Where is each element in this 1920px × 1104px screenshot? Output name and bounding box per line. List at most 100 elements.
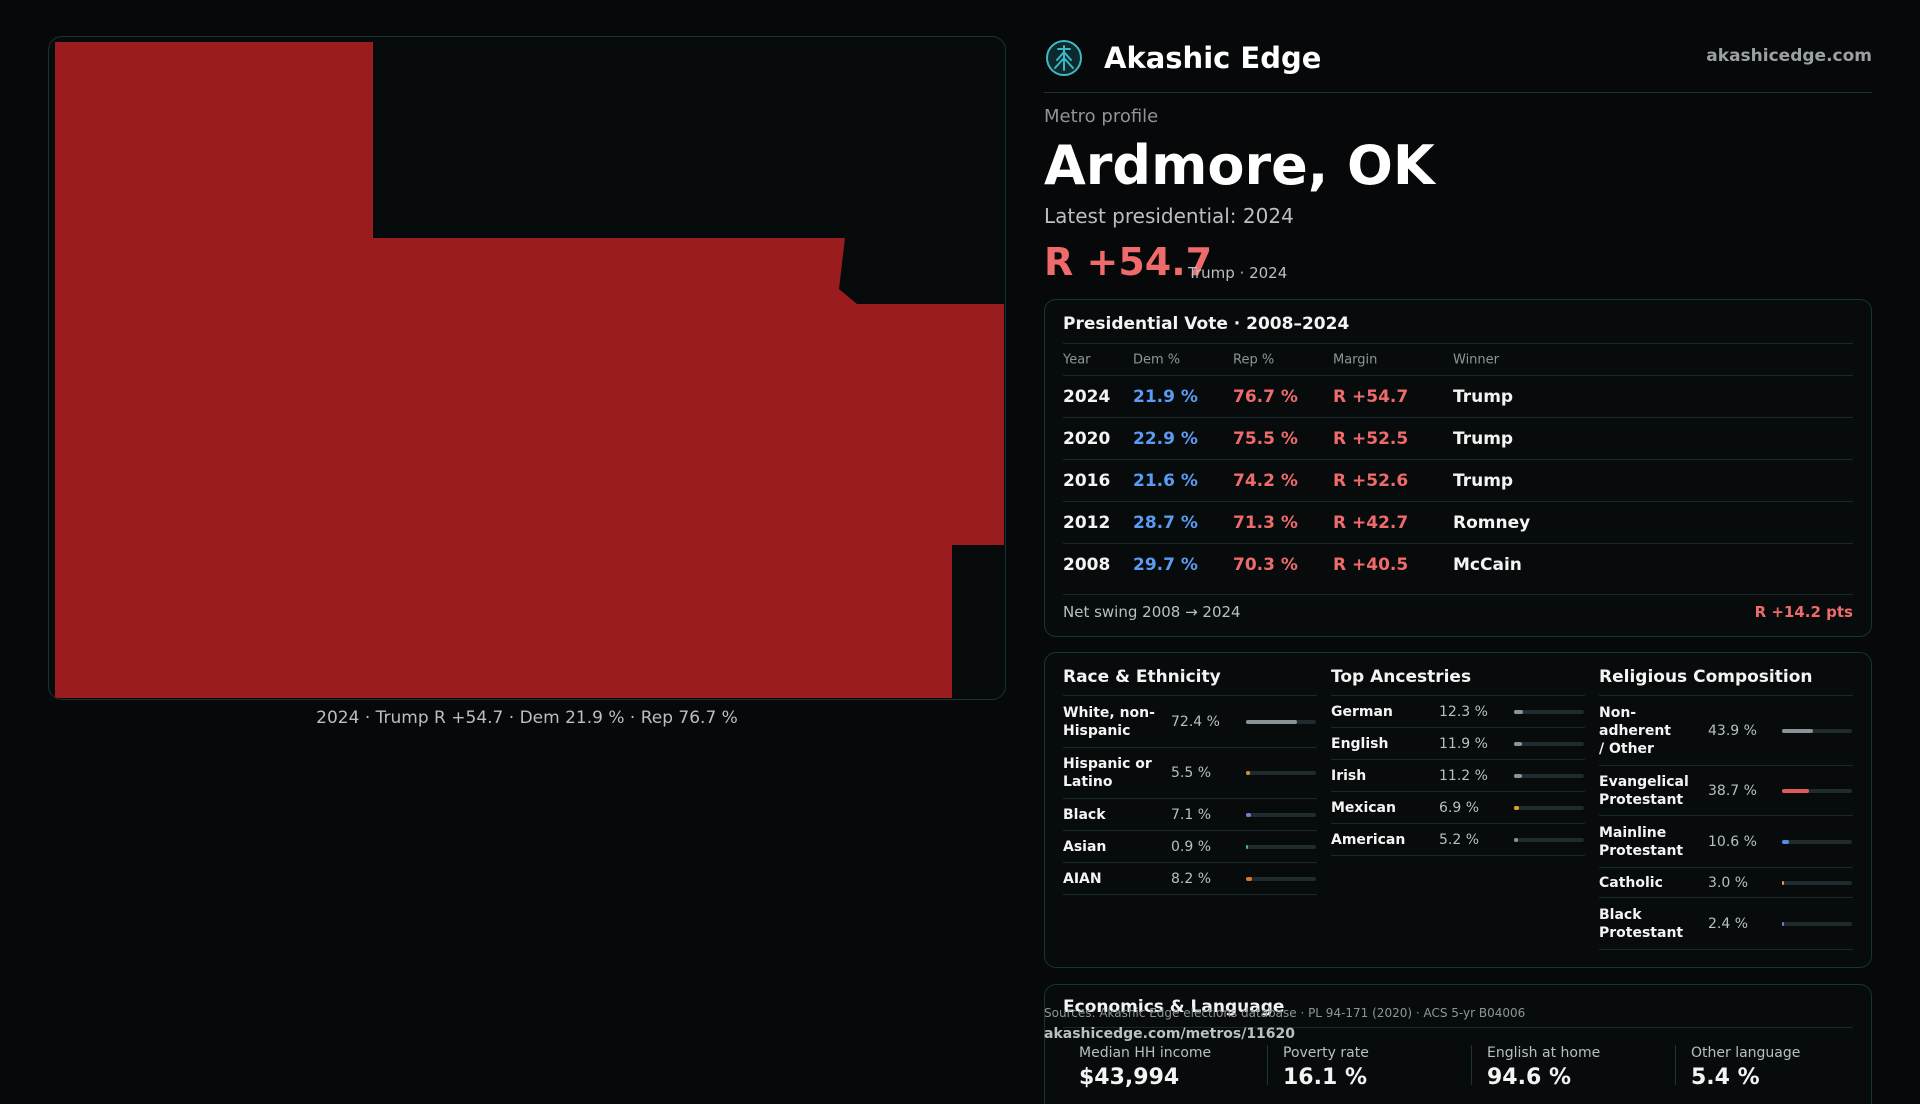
item-label: Black — [1063, 806, 1106, 823]
row-margin: R +40.5 — [1333, 554, 1409, 575]
site-link[interactable]: akashicedge.com — [1706, 46, 1872, 66]
stat-divider — [1267, 1045, 1268, 1085]
stat-value: $43,994 — [1079, 1065, 1180, 1090]
sources-note: Sources: Akashic Edge elections database… — [1044, 1006, 1526, 1020]
item-bar-fill — [1246, 719, 1297, 724]
item-value: 11.2 % — [1439, 767, 1488, 784]
row-rep: 74.2 % — [1233, 470, 1298, 491]
list-item: Black 7.1 % — [1063, 799, 1317, 831]
item-value: 3.0 % — [1708, 874, 1749, 891]
item-value: 11.9 % — [1439, 735, 1488, 752]
stat-divider — [1471, 1045, 1472, 1085]
row-winner: Trump — [1453, 470, 1514, 491]
page-title: Ardmore, OK — [1044, 134, 1435, 197]
item-bar-fill — [1514, 773, 1522, 778]
stat-value: 5.4 % — [1691, 1065, 1760, 1090]
item-label: Asian — [1063, 838, 1107, 855]
list-item: Black Protestant 2.4 % — [1599, 898, 1853, 950]
table-row: 2020 22.9 % 75.5 % R +52.5 Trump — [1063, 417, 1853, 459]
net-swing: Net swing 2008 → 2024 R +14.2 pts — [1063, 594, 1853, 625]
page-url[interactable]: akashicedge.com/metros/11620 — [1044, 1026, 1296, 1042]
item-bar — [1782, 788, 1852, 793]
stat-value: 16.1 % — [1283, 1065, 1367, 1090]
item-bar-fill — [1246, 844, 1249, 849]
row-rep: 70.3 % — [1233, 554, 1298, 575]
stat-poverty-rate: Poverty rate 16.1 % — [1283, 1045, 1473, 1090]
list-item: AIAN 8.2 % — [1063, 863, 1317, 895]
item-bar — [1246, 876, 1316, 881]
presidential-vote-card: Presidential Vote · 2008–2024 Year Dem %… — [1044, 299, 1872, 637]
item-value: 2.4 % — [1708, 915, 1749, 932]
item-bar — [1246, 844, 1316, 849]
stat-label: English at home — [1487, 1045, 1601, 1061]
table-row: 2008 29.7 % 70.3 % R +40.5 McCain — [1063, 543, 1853, 585]
ancestry-title: Top Ancestries — [1331, 667, 1585, 696]
item-label: Mainline Protestant — [1599, 824, 1684, 859]
item-value: 6.9 % — [1439, 799, 1480, 816]
list-item: Catholic 3.0 % — [1599, 868, 1853, 898]
county-shapes — [55, 42, 1004, 698]
item-label: Mexican — [1331, 799, 1396, 816]
stat-median-income: Median HH income $43,994 — [1079, 1045, 1269, 1090]
metro-map[interactable] — [48, 36, 1006, 700]
list-item: Irish 11.2 % — [1331, 760, 1585, 792]
profile-kicker: Metro profile — [1044, 106, 1159, 127]
table-header: Year Dem % Rep % Margin Winner — [1063, 343, 1853, 375]
item-bar-fill — [1782, 788, 1810, 793]
list-item: German 12.3 % — [1331, 696, 1585, 728]
item-label: Black Protestant — [1599, 906, 1684, 941]
row-year: 2008 — [1063, 554, 1111, 575]
vote-table: Year Dem % Rep % Margin Winner 2024 21.9… — [1063, 343, 1853, 585]
table-row: 2016 21.6 % 74.2 % R +52.6 Trump — [1063, 459, 1853, 501]
vote-card-title: Presidential Vote · 2008–2024 — [1063, 314, 1350, 334]
race-title: Race & Ethnicity — [1063, 667, 1317, 696]
item-bar — [1782, 728, 1852, 733]
list-item: English 11.9 % — [1331, 728, 1585, 760]
item-value: 5.5 % — [1171, 765, 1212, 781]
economics-card: Economics & Language Median HH income $4… — [1044, 984, 1872, 1104]
item-bar-fill — [1782, 880, 1785, 885]
ancestry-section: Top Ancestries German 12.3 % English 11.… — [1331, 667, 1585, 856]
brand-name[interactable]: Akashic Edge — [1104, 41, 1322, 75]
item-bar-fill — [1514, 741, 1523, 746]
table-row: 2024 21.9 % 76.7 % R +54.7 Trump — [1063, 375, 1853, 417]
stat-value: 94.6 % — [1487, 1065, 1571, 1090]
item-bar — [1246, 719, 1316, 724]
row-year: 2012 — [1063, 512, 1111, 533]
col-dem: Dem % — [1133, 352, 1181, 367]
stat-label: Poverty rate — [1283, 1045, 1369, 1061]
row-winner: Trump — [1453, 386, 1514, 407]
list-item: Mainline Protestant 10.6 % — [1599, 816, 1853, 868]
row-margin: R +42.7 — [1333, 512, 1409, 533]
item-bar-fill — [1514, 805, 1519, 810]
net-swing-label: Net swing 2008 → 2024 — [1063, 603, 1241, 621]
col-year: Year — [1063, 352, 1091, 367]
stat-divider — [1675, 1045, 1676, 1085]
item-value: 8.2 % — [1171, 870, 1212, 887]
row-rep: 71.3 % — [1233, 512, 1298, 533]
county-shape[interactable] — [55, 42, 1004, 698]
item-bar-fill — [1246, 876, 1252, 881]
item-bar — [1514, 709, 1584, 714]
map-caption: 2024 · Trump R +54.7 · Dem 21.9 % · Rep … — [316, 708, 738, 728]
item-label: German — [1331, 703, 1393, 720]
row-dem: 29.7 % — [1133, 554, 1198, 575]
item-label: English — [1331, 735, 1389, 752]
row-winner: McCain — [1453, 554, 1522, 575]
item-value: 10.6 % — [1708, 833, 1757, 850]
item-bar-fill — [1514, 709, 1523, 714]
row-rep: 75.5 % — [1233, 428, 1298, 449]
item-label: Hispanic or Latino — [1063, 756, 1152, 790]
item-value: 7.1 % — [1171, 806, 1212, 823]
item-bar — [1514, 773, 1584, 778]
net-swing-value: R +14.2 pts — [1754, 603, 1853, 621]
item-value: 12.3 % — [1439, 703, 1488, 720]
item-label: Catholic — [1599, 874, 1663, 891]
item-value: 0.9 % — [1171, 838, 1212, 855]
item-bar-fill — [1514, 837, 1518, 842]
item-value: 72.4 % — [1171, 713, 1220, 730]
table-row: 2012 28.7 % 71.3 % R +42.7 Romney — [1063, 501, 1853, 543]
tree-globe-icon[interactable] — [1044, 38, 1084, 78]
item-value: 5.2 % — [1439, 831, 1480, 848]
item-label: White, non-Hispanic — [1063, 704, 1155, 739]
